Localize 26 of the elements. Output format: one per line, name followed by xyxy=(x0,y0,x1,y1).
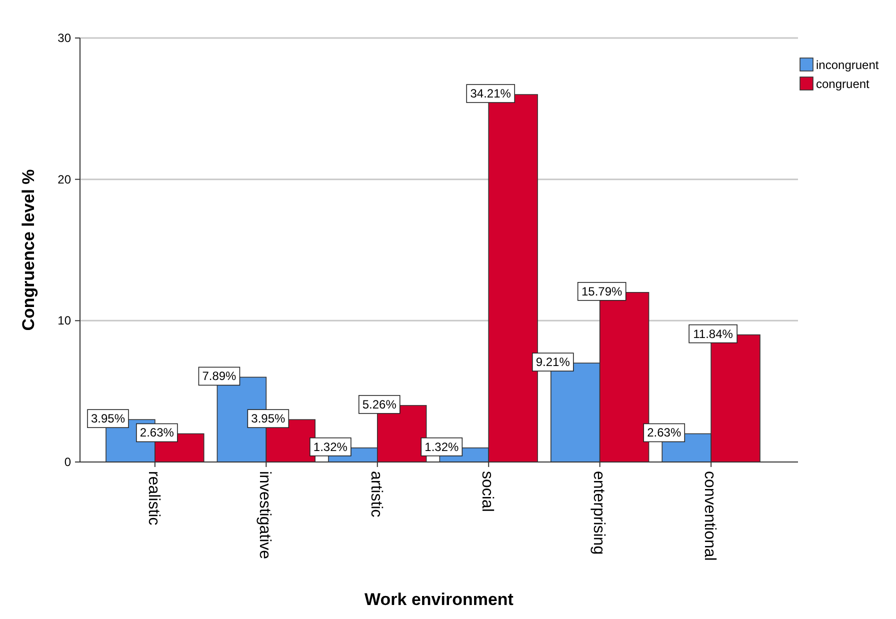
x-tick-label: social xyxy=(478,471,496,512)
annotation: 9.21% xyxy=(536,355,570,370)
annotation: 2.63% xyxy=(140,426,174,440)
annotation: 7.89% xyxy=(202,369,237,384)
annotation: 3.95% xyxy=(251,412,286,426)
y-tick-label: 30 xyxy=(58,31,72,45)
annotation: 15.79% xyxy=(581,284,623,298)
annotation: 2.63% xyxy=(647,426,682,440)
annotation: 5.26% xyxy=(362,397,397,412)
x-axis-title: Work environment xyxy=(364,590,514,609)
annotation: 11.84% xyxy=(693,326,734,341)
y-axis-title: Congruence level % xyxy=(19,169,38,331)
x-tick-label: enterprising xyxy=(590,471,607,555)
annotation: 3.95% xyxy=(90,412,126,426)
y-tick-label: 20 xyxy=(58,172,72,186)
y-tick-label: 0 xyxy=(64,455,72,469)
annotation: 34.21% xyxy=(470,86,512,101)
x-tick-label: investigative xyxy=(256,471,274,560)
x-tick-label: conventional xyxy=(701,471,718,561)
annotation: 1.32% xyxy=(313,440,348,454)
x-tick-label: realistic xyxy=(144,471,162,526)
x-tick-label: artistic xyxy=(367,471,384,518)
legend-label: congruent xyxy=(816,77,870,91)
annotation: 1.32% xyxy=(424,440,460,454)
y-tick-label: 10 xyxy=(58,314,72,328)
legend-label: incongruent xyxy=(816,58,880,72)
